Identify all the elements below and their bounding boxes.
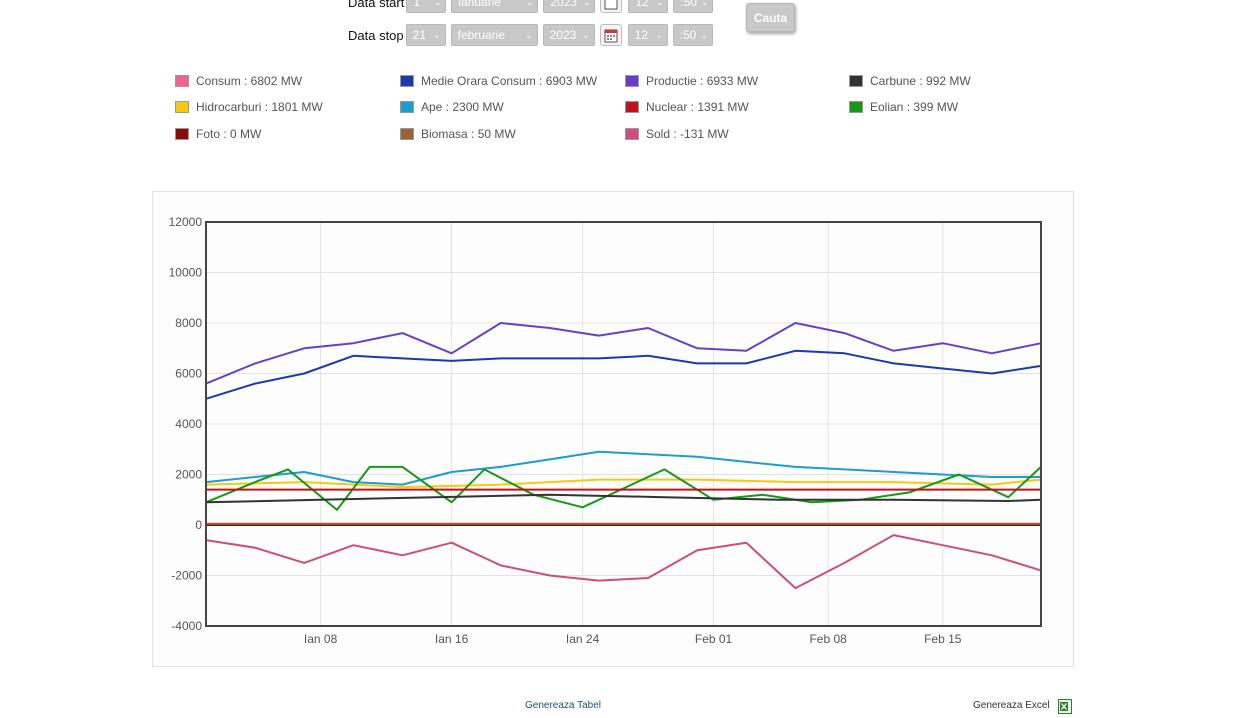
x-tick-label: Ian 16 [435,632,469,646]
legend-swatch [849,101,863,113]
chevron-down-icon: ⌄ [655,29,663,40]
chevron-down-icon: ⌄ [701,0,709,7]
y-tick-label: -2000 [171,569,202,583]
start-day-select[interactable]: 1 ⌄ [406,0,447,13]
stop-month-select[interactable]: februarie ⌄ [450,24,538,46]
chevron-down-icon: ⌄ [700,29,708,40]
date-start-row: Data start 1 ⌄ ianuarie ⌄ 2023 ⌄ 12 ⌄ :50 ⌄ [348,0,718,14]
y-tick-label: 8000 [175,316,202,330]
chevron-down-icon: ⌄ [525,29,533,40]
series-line-hidrocarburi [205,478,1042,489]
chevron-down-icon: ⌄ [525,0,534,7]
start-year-select[interactable]: 2023 ⌄ [543,0,596,13]
legend-swatch [400,75,414,87]
series-line-sold [205,534,1042,590]
chevron-down-icon: ⌄ [655,0,664,7]
chart-panel: 12000 10000 8000 6000 4000 2000 0 -2000 -4000 Ia… [152,191,1074,667]
legend-item-nuclear[interactable]: Nuclear : 1391 MW [625,100,749,114]
stop-minute-select[interactable]: :50 ⌄ [672,24,713,46]
legend-item-sold[interactable]: Sold : -131 MW [625,127,729,141]
x-tick-label: Feb 01 [695,632,733,646]
date-stop-label: Data stop [348,27,404,43]
y-tick-label: 4000 [175,417,202,431]
start-month-select[interactable]: ianuarie ⌄ [451,0,539,13]
legend-swatch [400,101,414,113]
legend-item-medie-orara-consum[interactable]: Medie Orara Consum : 6903 MW [400,74,597,88]
legend-item-eolian[interactable]: Eolian : 399 MW [849,100,958,114]
chevron-down-icon: ⌄ [582,29,590,40]
date-stop-row: Data stop 21 ⌄ februarie ⌄ 2023 ⌄ 12 ⌄ :50 ⌄ [348,23,718,47]
grid-layer [206,221,1041,627]
y-tick-label: -4000 [171,619,202,633]
generate-table-link[interactable]: Genereaza Tabel [525,700,601,711]
y-tick-label: 12000 [169,215,203,229]
legend-swatch [625,128,639,140]
excel-icon[interactable] [1058,699,1072,714]
legend-swatch [625,101,639,113]
y-axis-labels: 12000 10000 8000 6000 4000 2000 0 -2000 -4000 [169,215,203,633]
series-line-medie-orara-consum [205,349,1042,400]
x-tick-label: Ian 24 [566,632,600,646]
series-layer [205,322,1042,590]
calendar-icon [604,0,618,10]
y-tick-label: 0 [195,518,202,532]
stop-hour-select[interactable]: 12 ⌄ [627,24,668,46]
legend-item-consum[interactable]: Consum : 6802 MW [175,74,302,88]
start-hour-select[interactable]: 12 ⌄ [628,0,669,13]
start-minute-select[interactable]: :50 ⌄ [673,0,714,13]
chevron-down-icon: ⌄ [433,29,441,40]
legend-item-carbune[interactable]: Carbune : 992 MW [849,74,971,88]
series-line-productie [205,322,1042,385]
plot-frame [205,221,1042,627]
y-tick-label: 2000 [175,468,202,482]
legend-swatch [625,75,639,87]
legend-swatch [175,75,189,87]
line-chart: 12000 10000 8000 6000 4000 2000 0 -2000 -4000 Ia… [169,215,1042,646]
generate-excel-link[interactable]: Genereaza Excel [973,700,1050,711]
legend-item-ape[interactable]: Ape : 2300 MW [400,100,504,114]
series-line-carbune [205,493,1042,504]
date-start-label: Data start [348,0,405,10]
legend-swatch [175,101,189,113]
x-tick-label: Feb 08 [809,632,847,646]
start-calendar-button[interactable] [600,0,623,13]
legend-item-productie[interactable]: Productie : 6933 MW [625,74,758,88]
series-line-ape [205,450,1041,486]
x-axis-labels: Ian 08 Ian 16 Ian 24 Feb 01 Feb 08 Feb 15 [304,632,962,646]
chevron-down-icon: ⌄ [582,0,591,7]
stop-calendar-button[interactable] [599,24,622,46]
legend-item-hidrocarburi[interactable]: Hidrocarburi : 1801 MW [175,100,323,114]
x-tick-label: Ian 08 [304,632,338,646]
stop-year-select[interactable]: 2023 ⌄ [542,24,595,46]
y-tick-label: 10000 [169,266,203,280]
legend-swatch [849,75,863,87]
legend-swatch [175,128,189,140]
legend-swatch [400,128,414,140]
chevron-down-icon: ⌄ [433,0,442,7]
legend-item-foto[interactable]: Foto : 0 MW [175,127,261,141]
stop-day-select[interactable]: 21 ⌄ [405,24,446,46]
y-tick-label: 6000 [175,367,202,381]
calendar-icon [604,29,618,43]
x-tick-label: Feb 15 [924,632,962,646]
legend-item-biomasa[interactable]: Biomasa : 50 MW [400,127,516,141]
search-button[interactable]: Cauta [746,3,795,32]
